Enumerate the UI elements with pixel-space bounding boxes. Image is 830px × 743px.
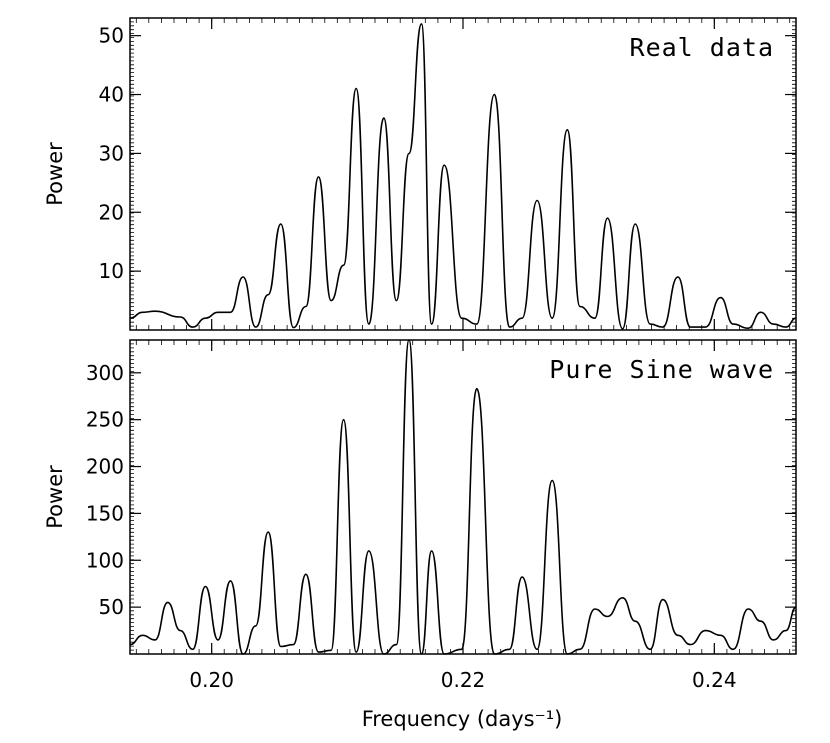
- bottom-y-tick-label: 150: [86, 501, 124, 525]
- x-tick-label: 0.22: [441, 668, 486, 692]
- top-y-axis-label: Power: [43, 142, 67, 206]
- top-frame: [129, 17, 797, 331]
- bottom-power-curve: [129, 339, 797, 655]
- bottom-x-minor-ticks: [135, 340, 791, 654]
- bottom-y-tick-label: 300: [86, 361, 124, 385]
- top-y-tick-label: 50: [99, 24, 124, 48]
- bottom-frame: [129, 339, 797, 655]
- bottom-y-tick-label: 100: [86, 548, 124, 572]
- bottom-y-axis-label: Power: [43, 465, 67, 529]
- top-y-tick-label: 30: [99, 141, 124, 165]
- top-y-tick-label: 40: [99, 83, 124, 107]
- bottom-minor-ticks: [130, 339, 796, 655]
- top-power-curve: [129, 23, 797, 330]
- x-tick-label: 0.24: [692, 668, 737, 692]
- top-x-minor-ticks: [135, 18, 791, 330]
- bottom-panel: 50 100 150 200 250 300 0.20 0.22 0.24 Power Pure S…: [43, 339, 797, 692]
- bottom-y-tick-label: 200: [86, 455, 124, 479]
- top-minor-ticks: [130, 17, 796, 331]
- top-panel: 10 20 30 40 50 Power Real data: [43, 17, 797, 331]
- top-y-tick-label: 20: [99, 200, 124, 224]
- top-y-tick-label: 10: [99, 259, 124, 283]
- bottom-y-tick-label: 250: [86, 408, 124, 432]
- bottom-y-tick-label: 50: [99, 595, 124, 619]
- top-annotation: Real data: [630, 33, 774, 62]
- x-axis-label: Frequency (days⁻¹): [362, 707, 563, 731]
- x-tick-label: 0.20: [189, 668, 234, 692]
- bottom-annotation: Pure Sine wave: [549, 355, 774, 384]
